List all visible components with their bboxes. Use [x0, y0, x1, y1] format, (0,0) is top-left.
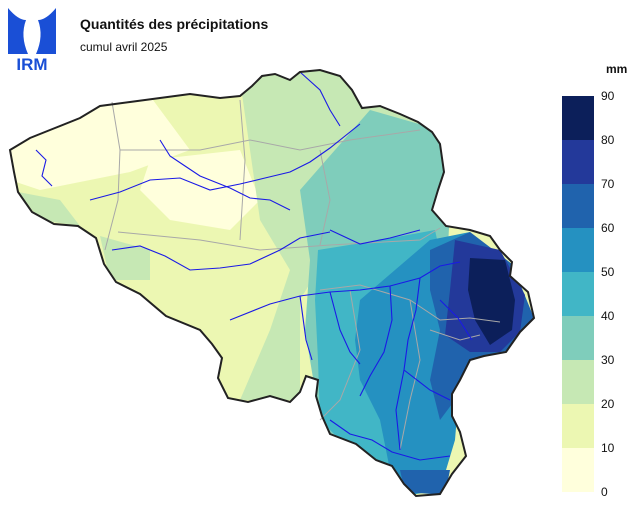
color-legend: 90 80 70 60 50 40 30 20 10 0	[562, 89, 614, 499]
legend-swatch-40-50	[562, 272, 594, 316]
legend-tick: 20	[601, 397, 615, 411]
legend-swatch-50-60	[562, 228, 594, 272]
legend-swatch-70-80	[562, 140, 594, 184]
legend-swatch-20-30	[562, 360, 594, 404]
legend-tick: 90	[601, 89, 615, 103]
legend-tick: 0	[601, 485, 608, 499]
legend-swatch-30-40	[562, 316, 594, 360]
svg-text:IRM: IRM	[16, 55, 47, 72]
belgium-border	[8, 68, 536, 498]
legend-tick: 30	[601, 353, 615, 367]
legend-tick: 50	[601, 265, 615, 279]
irm-logo: IRM	[8, 8, 56, 72]
map-subtitle: cumul avril 2025	[80, 40, 168, 54]
precipitation-fill	[10, 70, 534, 496]
legend-tick: 60	[601, 221, 615, 235]
rivers	[35, 71, 473, 461]
legend-swatch-0-10	[562, 448, 594, 492]
legend-unit: mm	[606, 62, 628, 76]
legend-tick: 10	[601, 441, 615, 455]
legend-tick: 80	[601, 133, 615, 147]
legend-swatch-80-90	[562, 96, 594, 140]
legend-tick: 70	[601, 177, 615, 191]
province-boundaries	[104, 99, 501, 451]
map-title: Quantités des précipitations	[80, 16, 269, 32]
legend-swatch-10-20	[562, 404, 594, 448]
legend-swatch-60-70	[562, 184, 594, 228]
legend-tick: 40	[601, 309, 615, 323]
